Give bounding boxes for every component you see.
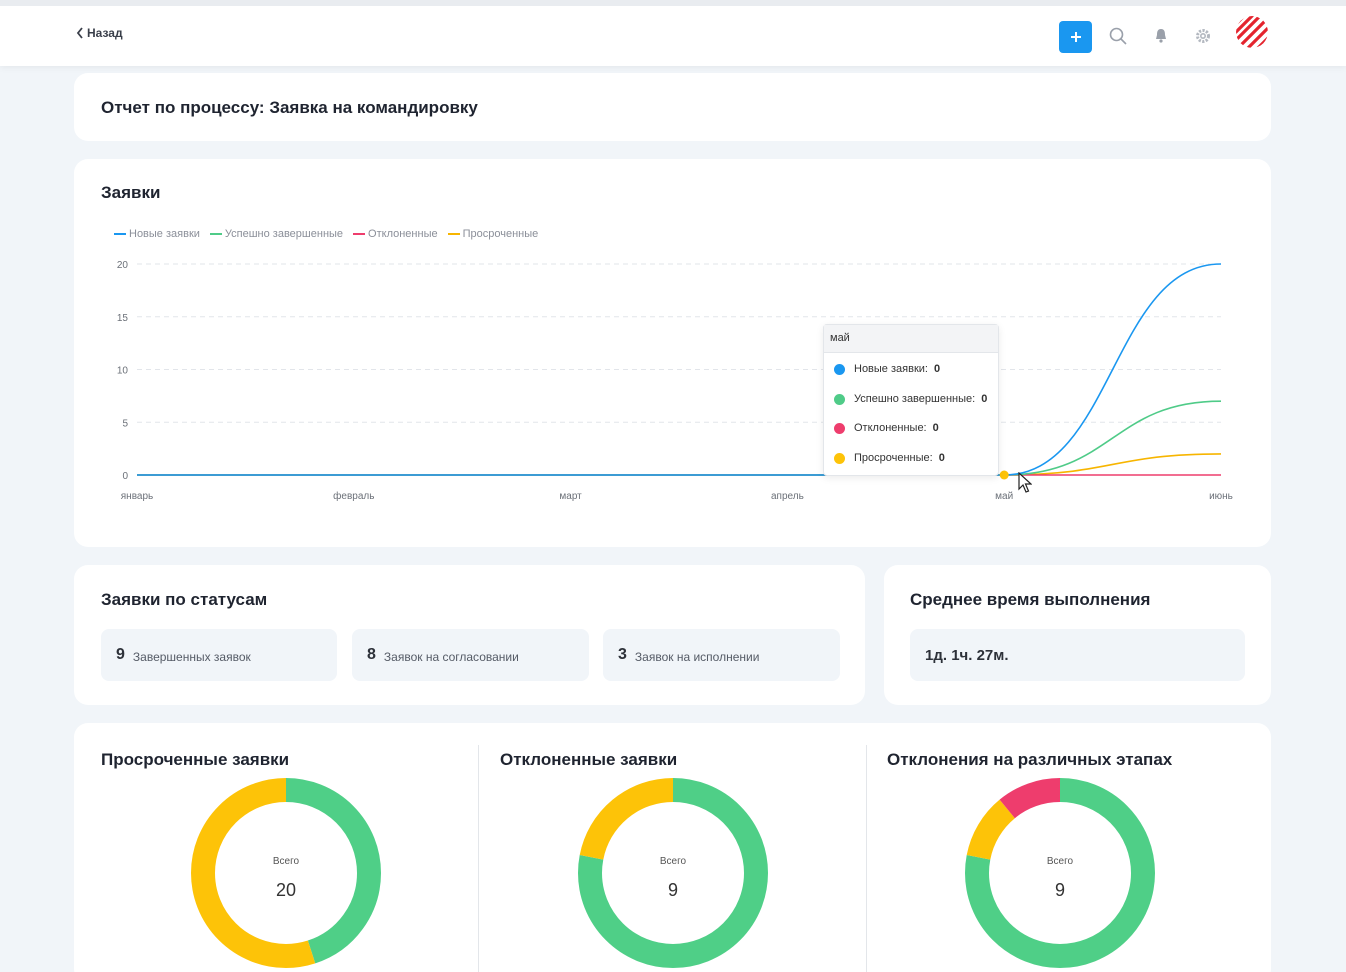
add-button[interactable]: [1059, 21, 1092, 53]
donut-center-label: Всего: [659, 856, 687, 867]
donut-overdue: Всего 20: [191, 778, 381, 968]
donut-total: 20: [275, 880, 297, 900]
x-tick-label: май: [995, 491, 1013, 502]
tooltip-value: 0: [938, 452, 945, 464]
legend-item-new[interactable]: Новые заявки: [114, 228, 200, 240]
report-title-card: Отчет по процессу: Заявка на командировк…: [74, 73, 1271, 141]
donut-center-label: Всего: [272, 856, 300, 867]
donut-total: 9: [1054, 880, 1065, 900]
legend-item-rejected[interactable]: Отклоненные: [353, 228, 438, 240]
stat-completed[interactable]: 9 Завершенных заявок: [101, 629, 337, 681]
tooltip-dot: [834, 452, 845, 464]
search-icon: [1109, 27, 1127, 45]
y-tick-label: 15: [117, 313, 129, 324]
notifications-button[interactable]: [1151, 26, 1171, 46]
tooltip-value: 0: [933, 363, 941, 375]
tooltip-row: Успешно завершенные: 0: [834, 393, 987, 405]
top-bar: Назад: [0, 0, 1346, 66]
series-line: [136, 453, 1222, 476]
y-tick-label: 0: [122, 471, 128, 482]
legend-swatch: [447, 233, 460, 235]
settings-button[interactable]: [1193, 26, 1213, 46]
donut-center-label: Всего: [1046, 856, 1074, 867]
chart-legend: Новые заявки Успешно завершенные Отклоне…: [114, 228, 548, 240]
tooltip-label: Новые заявки:: [854, 363, 928, 375]
y-tick-label: 5: [122, 418, 128, 429]
series-line: [136, 400, 1222, 476]
legend-swatch: [209, 233, 222, 235]
tooltip-value: 0: [981, 393, 988, 405]
tooltip-row: Отклоненные: 0: [834, 422, 939, 434]
donut-segment[interactable]: [578, 778, 768, 968]
stat-value: 3: [618, 646, 627, 663]
donut-stages: Всего 9: [965, 778, 1155, 968]
chart-title: Заявки: [101, 183, 161, 202]
legend-label: Отклоненные: [368, 228, 438, 240]
chevron-left-icon: [76, 27, 83, 39]
donut-title-stages: Отклонения на различных этапах: [887, 750, 1173, 769]
status-title: Заявки по статусам: [101, 590, 268, 609]
tooltip-dot: [834, 422, 845, 434]
donut-segment[interactable]: [965, 778, 1155, 968]
y-tick-label: 10: [117, 366, 129, 377]
y-tick-label: 20: [117, 260, 129, 271]
donut-rejected: Всего 9: [578, 778, 768, 968]
tooltip-dot: [834, 393, 845, 405]
back-label: Назад: [87, 26, 123, 40]
donut-title-overdue: Просроченные заявки: [101, 750, 290, 769]
bell-icon: [1156, 29, 1166, 43]
tooltip-label: Просроченные:: [854, 452, 933, 464]
gear-icon: [1196, 29, 1210, 43]
hover-marker: [999, 470, 1009, 480]
legend-item-completed[interactable]: Успешно завершенные: [209, 228, 344, 240]
mouse-cursor-icon: [1018, 472, 1032, 493]
plus-icon: [1070, 32, 1081, 42]
legend-swatch: [353, 233, 366, 235]
legend-swatch: [114, 233, 126, 235]
legend-label: Новые заявки: [129, 228, 200, 240]
legend-item-overdue[interactable]: Просроченные: [447, 228, 539, 240]
avg-time-value: 1д. 1ч. 27м.: [925, 646, 1009, 664]
x-tick-label: июнь: [1209, 491, 1233, 502]
tooltip-value: 0: [932, 422, 939, 434]
stat-label: Заявок на исполнении: [634, 649, 760, 664]
avatar[interactable]: [1236, 16, 1268, 48]
divider: [478, 745, 479, 972]
stat-label: Заявок на согласовании: [383, 649, 519, 664]
tooltip-label: Успешно завершенные:: [854, 393, 976, 405]
donut-segment[interactable]: [191, 778, 381, 968]
legend-label: Просроченные: [462, 228, 539, 240]
requests-chart-card: Заявки: [74, 159, 1271, 547]
chart-tooltip: май Новые заявки: 0 Успешно завершенные: 0…: [823, 324, 999, 476]
back-button[interactable]: Назад: [76, 26, 123, 40]
search-button[interactable]: [1108, 26, 1128, 46]
stat-value: 9: [116, 646, 125, 663]
page-title: Отчет по процессу: Заявка на командировк…: [101, 98, 478, 117]
donut-total: 9: [667, 880, 678, 900]
tooltip-month: май: [824, 325, 998, 353]
divider: [866, 745, 867, 972]
tooltip-row: Новые заявки: 0: [834, 363, 940, 375]
series-line: [136, 263, 1222, 476]
tooltip-label: Отклоненные:: [854, 422, 927, 434]
avg-time-box: 1д. 1ч. 27м.: [910, 629, 1245, 681]
stat-approval[interactable]: 8 Заявок на согласовании: [352, 629, 589, 681]
donut-title-rejected: Отклоненные заявки: [500, 750, 678, 769]
donuts-card: [74, 723, 1271, 972]
x-tick-label: март: [559, 491, 582, 502]
legend-label: Успешно завершенные: [224, 228, 344, 240]
stat-execution[interactable]: 3 Заявок на исполнении: [603, 629, 840, 681]
tooltip-dot: [834, 363, 845, 375]
avatar-logo-icon: [1236, 16, 1268, 48]
tooltip-row: Просроченные: 0: [834, 452, 945, 464]
x-tick-label: февраль: [333, 490, 374, 502]
stat-label: Завершенных заявок: [132, 649, 251, 664]
x-tick-label: апрель: [771, 491, 804, 502]
x-tick-label: январь: [121, 491, 153, 502]
avg-time-title: Среднее время выполнения: [910, 590, 1151, 609]
stat-value: 8: [367, 646, 376, 663]
